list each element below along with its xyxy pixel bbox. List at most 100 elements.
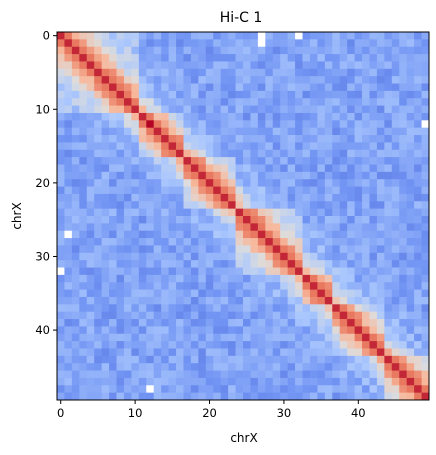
heatmap-cell	[384, 201, 393, 210]
heatmap-cell	[131, 54, 140, 62]
heatmap-cell	[146, 46, 155, 55]
heatmap-cell	[302, 341, 311, 349]
heatmap-cell	[257, 135, 266, 143]
heatmap-cell	[369, 392, 378, 401]
heatmap-cell	[369, 98, 378, 106]
heatmap-cell	[109, 164, 117, 173]
heatmap-cell	[399, 171, 408, 180]
heatmap-cell	[369, 193, 378, 202]
heatmap-cell	[317, 311, 326, 320]
heatmap-cell	[369, 304, 378, 313]
heatmap-cell	[131, 216, 140, 224]
heatmap-cell	[295, 142, 303, 151]
heatmap-cell	[399, 54, 408, 62]
heatmap-cell	[414, 311, 422, 320]
heatmap-cell	[161, 90, 169, 99]
heatmap-cell	[399, 98, 408, 106]
heatmap-cell	[399, 245, 408, 254]
heatmap-cell	[257, 311, 266, 320]
heatmap-cell	[79, 223, 88, 232]
heatmap-cell	[421, 333, 430, 342]
heatmap-cell	[235, 385, 244, 394]
heatmap-cell	[302, 208, 311, 217]
heatmap-cell	[265, 304, 274, 313]
heatmap-cell	[138, 348, 147, 357]
heatmap-cell	[235, 245, 244, 254]
heatmap-cell	[287, 208, 296, 217]
heatmap-cell	[243, 68, 251, 77]
heatmap-cell	[243, 341, 251, 349]
x-tick-label: 0	[57, 406, 64, 420]
heatmap-cell	[57, 392, 65, 401]
heatmap-cell	[265, 385, 274, 394]
heatmap-cell	[250, 61, 259, 70]
heatmap-cell	[339, 341, 348, 349]
heatmap-cell	[347, 164, 355, 173]
heatmap-cell	[376, 289, 385, 298]
heatmap-cell	[71, 186, 80, 195]
heatmap-cell	[406, 252, 415, 261]
heatmap-cell	[131, 135, 140, 143]
heatmap-cell	[309, 341, 318, 349]
heatmap-cell	[324, 289, 333, 298]
heatmap-cell	[131, 90, 140, 99]
heatmap-cell	[131, 289, 140, 298]
heatmap-cell	[295, 90, 303, 99]
heatmap-cell	[109, 282, 117, 290]
heatmap-cell	[399, 157, 408, 165]
heatmap-cell	[265, 296, 274, 305]
heatmap-cell	[376, 90, 385, 99]
heatmap-cell	[257, 223, 266, 232]
heatmap-cell	[228, 164, 236, 173]
heatmap-cell	[109, 267, 117, 276]
heatmap-cell	[138, 230, 147, 239]
heatmap-cell	[287, 392, 296, 401]
heatmap-cell	[406, 68, 415, 77]
heatmap-cell	[309, 355, 318, 364]
heatmap-cell	[190, 68, 199, 77]
heatmap-cell	[257, 54, 266, 62]
heatmap-cell	[138, 46, 147, 55]
heatmap-cell	[71, 149, 80, 158]
heatmap-cell	[138, 149, 147, 158]
heatmap-cell	[138, 142, 147, 151]
heatmap-cell	[64, 245, 73, 254]
heatmap-cell	[116, 282, 125, 290]
heatmap-cell	[198, 54, 207, 62]
heatmap-cell	[295, 135, 303, 143]
heatmap-cell	[168, 105, 177, 114]
heatmap-cell	[406, 179, 415, 187]
heatmap-cell	[220, 333, 229, 342]
heatmap-cell	[190, 120, 199, 129]
heatmap-cell	[295, 282, 303, 290]
heatmap-cell	[362, 54, 370, 62]
heatmap-cell	[183, 267, 192, 276]
heatmap-cell	[57, 149, 65, 158]
heatmap-cell	[302, 76, 311, 84]
heatmap-cell	[354, 68, 363, 77]
heatmap-cell	[146, 370, 155, 379]
heatmap-cell	[295, 61, 303, 70]
heatmap-cell	[109, 296, 117, 305]
heatmap-cell	[362, 120, 370, 129]
heatmap-cell	[414, 238, 422, 246]
heatmap-cell	[220, 363, 229, 371]
heatmap-cell	[183, 120, 192, 129]
heatmap-cell	[354, 83, 363, 92]
heatmap-cell	[257, 333, 266, 342]
heatmap-cell	[265, 112, 274, 121]
heatmap-cell	[153, 201, 162, 210]
heatmap-cell	[354, 252, 363, 261]
heatmap-cell	[317, 68, 326, 77]
heatmap-cell	[302, 392, 311, 401]
heatmap-cell	[94, 304, 103, 313]
heatmap-cell	[272, 289, 281, 298]
heatmap-cell	[205, 319, 214, 327]
heatmap-cell	[131, 98, 140, 106]
heatmap-cell	[354, 274, 363, 283]
heatmap-cell	[235, 208, 244, 217]
heatmap-cell	[153, 90, 162, 99]
heatmap-cell	[123, 333, 132, 342]
heatmap-cell	[71, 127, 80, 136]
y-tick-label: 40	[35, 323, 50, 337]
